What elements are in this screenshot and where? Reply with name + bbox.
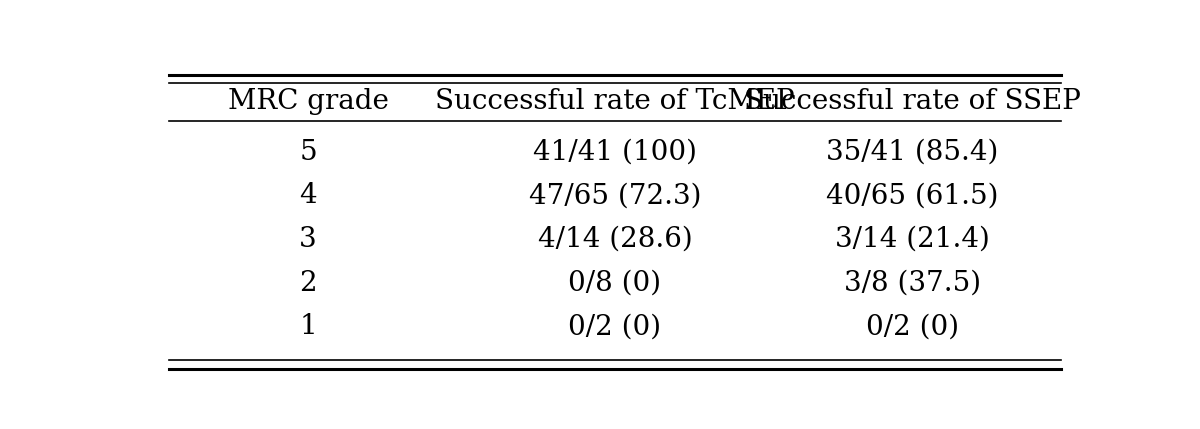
Text: 3/14 (21.4): 3/14 (21.4): [835, 226, 990, 253]
Text: MRC grade: MRC grade: [228, 88, 389, 115]
Text: 2: 2: [299, 269, 317, 296]
Text: 35/41 (85.4): 35/41 (85.4): [827, 139, 998, 166]
Text: 4/14 (28.6): 4/14 (28.6): [538, 226, 692, 253]
Text: 0/8 (0): 0/8 (0): [569, 269, 661, 296]
Text: Successful rate of SSEP: Successful rate of SSEP: [744, 88, 1081, 115]
Text: Successful rate of TcMEP: Successful rate of TcMEP: [436, 88, 794, 115]
Text: 4: 4: [299, 182, 317, 209]
Text: 3: 3: [299, 226, 317, 253]
Text: 1: 1: [299, 313, 317, 340]
Text: 41/41 (100): 41/41 (100): [533, 139, 697, 166]
Text: 3/8 (37.5): 3/8 (37.5): [844, 269, 982, 296]
Text: 5: 5: [299, 139, 317, 166]
Text: 47/65 (72.3): 47/65 (72.3): [529, 182, 701, 209]
Text: 0/2 (0): 0/2 (0): [569, 313, 661, 340]
Text: 40/65 (61.5): 40/65 (61.5): [827, 182, 998, 209]
Text: 0/2 (0): 0/2 (0): [866, 313, 959, 340]
